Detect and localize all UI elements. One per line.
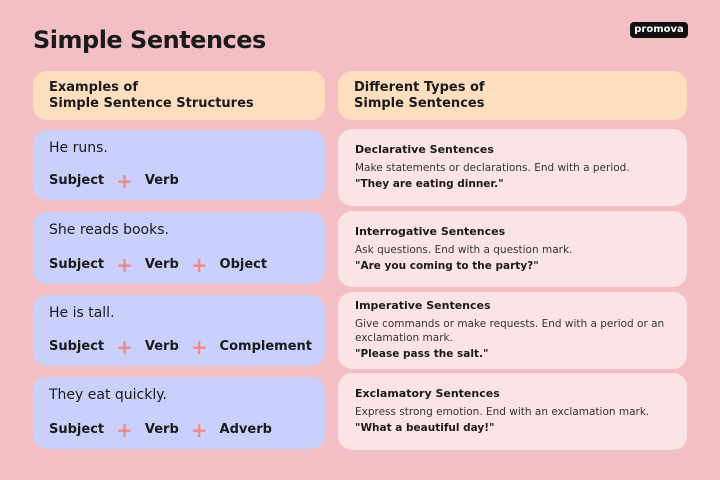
type-description: Ask questions. End with a question mark. (355, 244, 573, 256)
type-name: Imperative Sentences (355, 299, 491, 312)
sentence-type-card: Interrogative Sentences Ask questions. E… (338, 211, 687, 287)
plus-icon: + (116, 252, 133, 277)
structure-part: Verb (144, 173, 179, 188)
structure: Subject + Verb + Complement (49, 334, 312, 359)
structure: Subject + Verb + Adverb (49, 417, 272, 442)
plus-icon: + (116, 168, 133, 193)
sentence-type-card: Declarative Sentences Make statements or… (338, 129, 687, 206)
structure: Subject + Verb (49, 168, 179, 193)
example-sentence: He runs. (49, 140, 108, 156)
example-card: They eat quickly. Subject + Verb + Adverb (33, 377, 325, 449)
page-title: Simple Sentences (33, 26, 266, 54)
type-description: Give commands or make requests. End with… (355, 318, 665, 344)
sentence-type-card: Exclamatory Sentences Express strong emo… (338, 373, 687, 450)
structure-part: Adverb (219, 422, 272, 437)
type-name: Interrogative Sentences (355, 225, 506, 238)
example-card: He is tall. Subject + Verb + Complement (33, 295, 325, 366)
example-card: He runs. Subject + Verb (33, 130, 325, 200)
types-header: Different Types of Simple Sentences (338, 71, 687, 120)
sentence-type-card: Imperative Sentences Give commands or ma… (338, 292, 687, 369)
structure-part: Verb (144, 422, 179, 437)
plus-icon: + (190, 334, 208, 359)
structure-part: Subject (49, 339, 105, 354)
structure-part: Subject (49, 173, 105, 188)
structure-part: Subject (49, 257, 105, 272)
structure-part: Object (219, 257, 268, 272)
example-sentence: They eat quickly. (49, 387, 167, 403)
plus-icon: + (190, 417, 208, 442)
plus-icon: + (116, 417, 133, 442)
header-line: Simple Sentences (354, 96, 485, 111)
header-line: Different Types of (354, 80, 485, 95)
plus-icon: + (116, 334, 133, 359)
type-example: "What a beautiful day!" (355, 422, 495, 434)
type-example: "Please pass the salt." (355, 348, 489, 360)
type-name: Declarative Sentences (355, 143, 494, 156)
structure-part: Subject (49, 422, 105, 437)
structure-part: Complement (219, 339, 312, 354)
type-name: Exclamatory Sentences (355, 387, 500, 400)
header-line: Simple Sentence Structures (49, 96, 254, 111)
type-example: "Are you coming to the party?" (355, 260, 539, 272)
type-description: Make statements or declarations. End wit… (355, 162, 630, 174)
examples-header: Examples of Simple Sentence Structures (33, 71, 325, 120)
example-sentence: He is tall. (49, 305, 115, 321)
type-description: Express strong emotion. End with an excl… (355, 406, 650, 418)
structure-part: Verb (144, 339, 179, 354)
type-example: "They are eating dinner." (355, 178, 504, 190)
promova-logo: promova (630, 22, 688, 38)
structure: Subject + Verb + Object (49, 252, 268, 277)
header-line: Examples of (49, 80, 139, 95)
plus-icon: + (190, 252, 208, 277)
example-card: She reads books. Subject + Verb + Object (33, 212, 325, 284)
example-sentence: She reads books. (49, 222, 169, 238)
structure-part: Verb (144, 257, 179, 272)
